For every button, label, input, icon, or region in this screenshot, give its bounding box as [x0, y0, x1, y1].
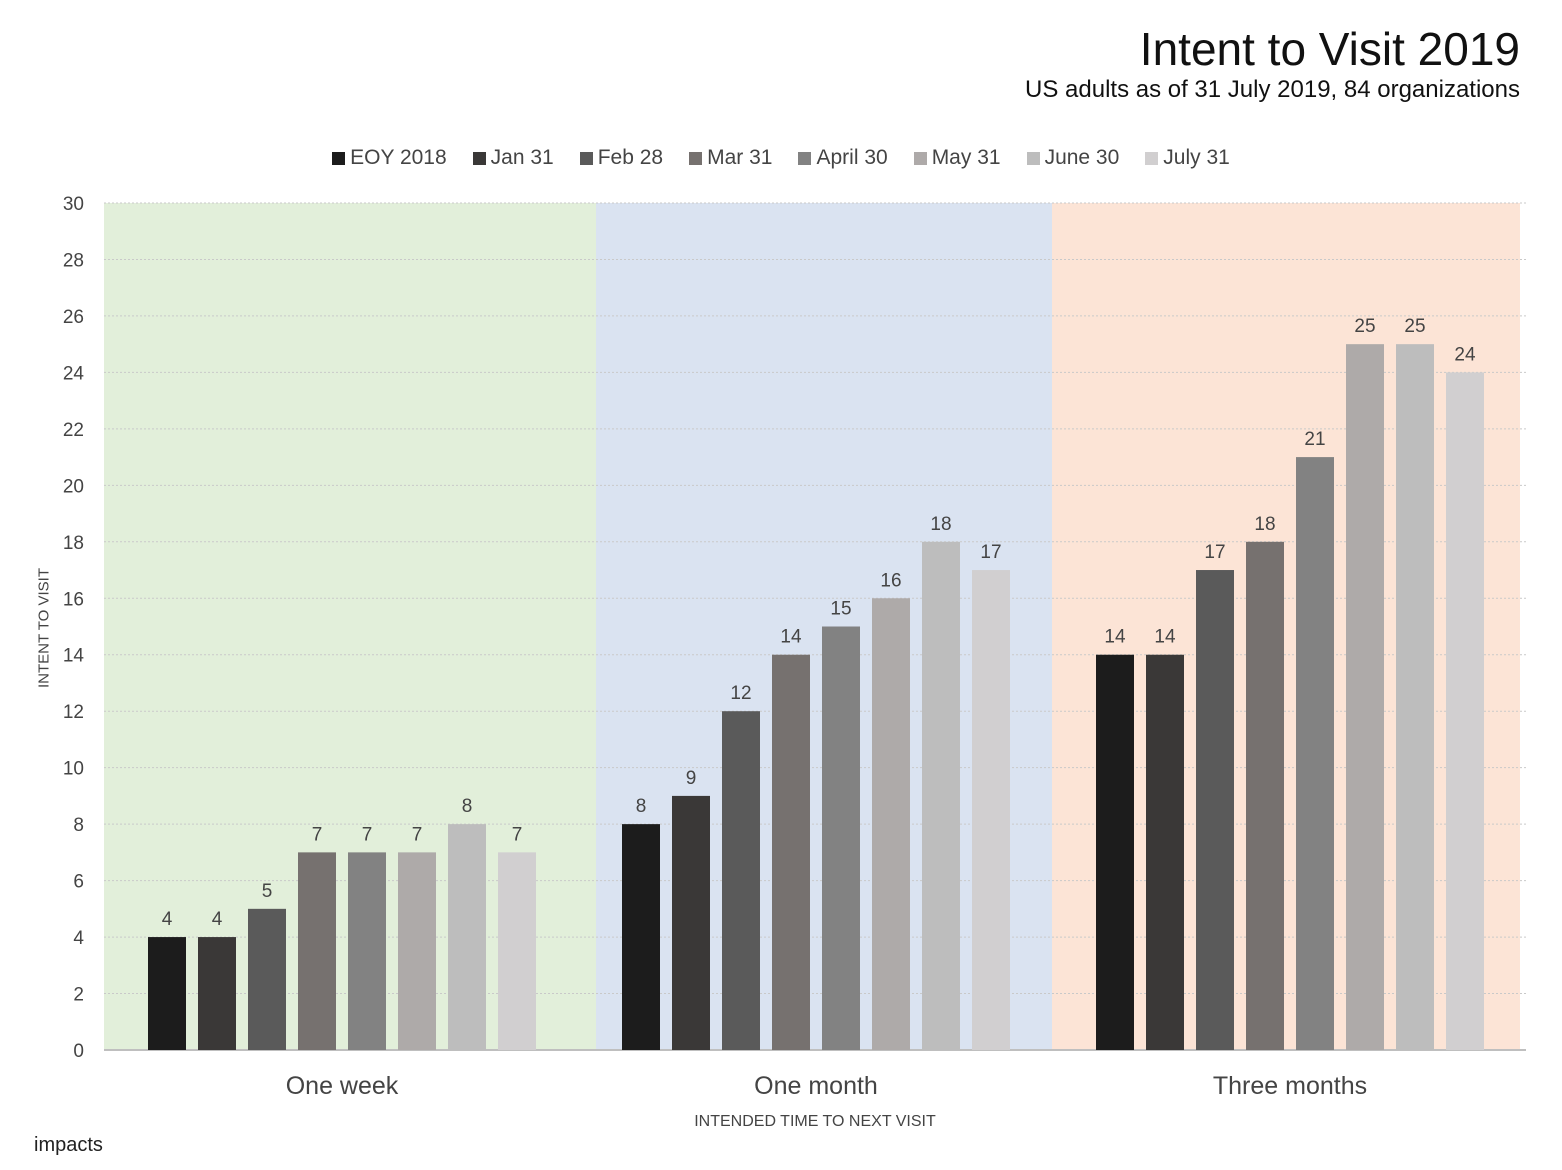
legend: EOY 2018 Jan 31 Feb 28 Mar 31 April 30 May 31… [0, 146, 1562, 170]
bar [1396, 344, 1434, 1051]
data-label: 25 [1404, 316, 1425, 337]
bar [1196, 570, 1234, 1050]
legend-label: July 31 [1163, 146, 1230, 169]
legend-swatch [472, 151, 486, 165]
chart-title: Intent to Visit 2019 [1139, 23, 1520, 75]
data-label: 7 [312, 824, 323, 845]
y-tick-label: 10 [63, 759, 84, 780]
y-axis-label: INTENT TO VISIT [35, 567, 53, 689]
bar [1296, 457, 1334, 1051]
data-label: 8 [636, 796, 647, 817]
y-tick-label: 2 [73, 985, 84, 1006]
legend-label: Jan 31 [490, 146, 554, 169]
bar [1346, 344, 1384, 1051]
bar [1096, 654, 1134, 1050]
bar [1446, 372, 1484, 1050]
x-tick-label: One month [754, 1072, 878, 1100]
data-label: 15 [830, 599, 851, 620]
data-label: 4 [212, 909, 223, 930]
data-label: 8 [462, 796, 473, 817]
y-tick-label: 26 [63, 307, 84, 328]
bar [922, 541, 960, 1050]
legend-label: May 31 [931, 146, 1001, 169]
data-label: 24 [1454, 344, 1476, 365]
bar [622, 824, 660, 1050]
y-tick-label: 30 [63, 194, 84, 215]
legend-label: Mar 31 [707, 146, 773, 169]
data-label: 12 [730, 683, 751, 704]
legend-swatch [798, 151, 812, 165]
bar [248, 908, 286, 1050]
bar [1146, 654, 1184, 1050]
x-tick-label: One week [286, 1072, 399, 1100]
bar [448, 824, 486, 1050]
legend-swatch [913, 151, 927, 165]
y-tick-label: 24 [63, 363, 85, 384]
x-tick-label: Three months [1213, 1072, 1367, 1100]
legend-swatch [689, 151, 703, 165]
bar [972, 570, 1010, 1050]
legend-item: May 31 [913, 146, 1001, 170]
data-label: 14 [780, 627, 802, 648]
y-tick-label: 22 [63, 420, 84, 441]
impacts-logo: impacts [34, 1134, 103, 1157]
legend-label: June 30 [1044, 146, 1120, 169]
chart-subtitle: US adults as of 31 July 2019, 84 organiz… [1025, 76, 1520, 103]
y-tick-label: 12 [63, 702, 84, 723]
data-label: 21 [1304, 429, 1325, 450]
legend-label: April 30 [816, 146, 888, 169]
data-label: 14 [1154, 627, 1176, 648]
legend-label: EOY 2018 [350, 146, 447, 169]
legend-item: June 30 [1026, 146, 1120, 170]
x-axis-label: INTENDED TIME TO NEXT VISIT [694, 1113, 936, 1130]
data-label: 16 [880, 570, 901, 591]
data-label: 7 [362, 824, 373, 845]
data-label: 7 [412, 824, 423, 845]
data-label: 5 [262, 881, 273, 902]
data-label: 17 [1204, 542, 1225, 563]
legend-swatch [332, 151, 346, 165]
y-tick-label: 18 [63, 533, 84, 554]
bar [298, 852, 336, 1050]
y-tick-label: 6 [73, 872, 84, 893]
legend-item: April 30 [798, 146, 888, 170]
bar [772, 654, 810, 1050]
y-tick-label: 8 [73, 815, 84, 836]
y-tick-label: 4 [73, 928, 84, 949]
bar [148, 937, 186, 1050]
y-tick-label: 0 [73, 1041, 84, 1062]
y-tick-label: 14 [63, 646, 85, 667]
bar [348, 852, 386, 1050]
y-tick-label: 20 [63, 476, 84, 497]
data-label: 25 [1354, 316, 1375, 337]
legend-item: Mar 31 [689, 146, 772, 170]
data-label: 18 [1254, 514, 1275, 535]
legend-label: Feb 28 [597, 146, 664, 169]
legend-swatch [579, 151, 593, 165]
bar [198, 937, 236, 1050]
data-label: 17 [980, 542, 1001, 563]
y-tick-label: 16 [63, 589, 84, 610]
legend-item: Feb 28 [579, 146, 664, 170]
data-label: 18 [930, 514, 951, 535]
y-tick-label: 28 [63, 250, 84, 271]
legend-swatch [1145, 151, 1159, 165]
legend-swatch [1026, 151, 1040, 165]
logo-text: impacts [34, 1134, 103, 1156]
legend-item: July 31 [1145, 146, 1230, 170]
legend-item: EOY 2018 [332, 146, 447, 170]
data-label: 4 [162, 909, 173, 930]
data-label: 9 [686, 768, 697, 789]
legend-item: Jan 31 [472, 146, 554, 170]
bar [398, 852, 436, 1050]
bar [822, 626, 860, 1050]
data-label: 7 [512, 824, 523, 845]
data-label: 14 [1104, 627, 1126, 648]
bar [498, 852, 536, 1050]
bar [672, 795, 710, 1050]
bar [722, 711, 760, 1050]
bar [872, 598, 910, 1050]
bar [1246, 541, 1284, 1050]
